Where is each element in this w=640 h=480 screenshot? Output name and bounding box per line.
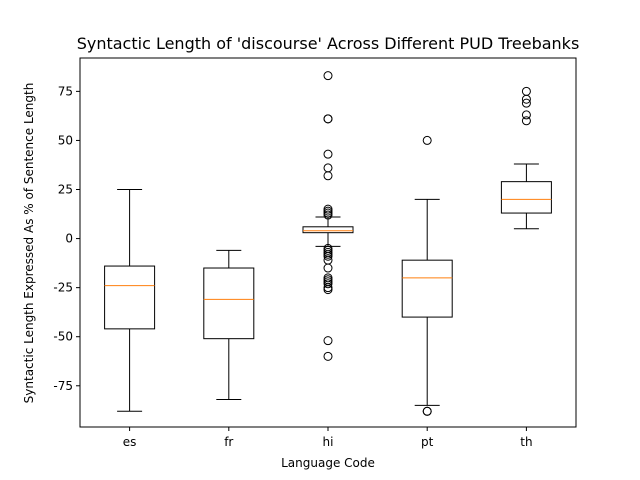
- outlier-point-hi: [323, 114, 333, 124]
- x-tick-label-hi: hi: [323, 435, 334, 449]
- box-hi: [302, 226, 354, 234]
- x-tick-label-es: es: [123, 435, 137, 449]
- outlier-point-th: [521, 86, 531, 96]
- x-tick-label-th: th: [520, 435, 532, 449]
- outlier-point-hi: [323, 163, 333, 173]
- box-es: [104, 265, 156, 330]
- y-tick-label: -50: [53, 330, 73, 344]
- axes-frame: [79, 57, 577, 428]
- outlier-point-th: [521, 116, 531, 126]
- y-axis-label: Syntactic Length Expressed As % of Sente…: [22, 83, 36, 404]
- x-tick-label-pt: pt: [421, 435, 434, 449]
- outlier-point-th: [521, 98, 531, 108]
- box-th: [500, 181, 552, 214]
- x-axis-label: Language Code: [281, 456, 375, 470]
- box-pt: [401, 259, 453, 318]
- outlier-point-th: [521, 94, 531, 104]
- outlier-point-hi: [323, 171, 333, 181]
- outlier-point-hi: [323, 71, 333, 81]
- y-tick-label: 50: [58, 133, 73, 147]
- outlier-point-th: [521, 110, 531, 120]
- outlier-point-hi: [323, 210, 333, 220]
- y-tick-label: 25: [58, 183, 73, 197]
- outlier-point-pt: [422, 135, 432, 145]
- outlier-point-hi: [323, 351, 333, 361]
- outlier-point-hi: [323, 263, 333, 273]
- outlier-point-hi: [323, 251, 333, 261]
- y-tick-label: 75: [58, 84, 73, 98]
- outlier-point-hi: [323, 336, 333, 346]
- plot-area: -75 -50 -25 0 25 50 75 es fr hi pt th: [53, 71, 552, 449]
- y-tick-label: -25: [53, 281, 73, 295]
- outlier-point-pt: [422, 406, 432, 416]
- outlier-point-hi: [323, 279, 333, 289]
- box-fr: [203, 267, 255, 340]
- x-tick-label-fr: fr: [224, 435, 233, 449]
- y-tick-label: -75: [53, 379, 73, 393]
- outlier-point-hi: [323, 149, 333, 159]
- chart-title: Syntactic Length of 'discourse' Across D…: [77, 34, 580, 53]
- outlier-point-hi: [323, 285, 333, 295]
- y-tick-label: 0: [65, 232, 73, 246]
